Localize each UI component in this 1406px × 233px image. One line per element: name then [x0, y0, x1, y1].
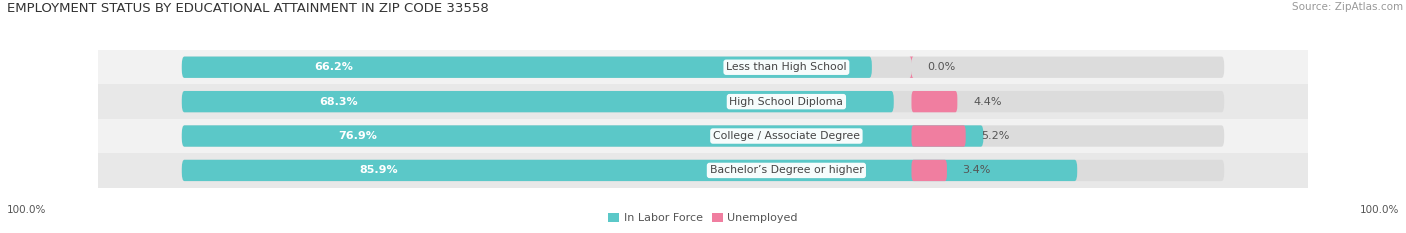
Text: College / Associate Degree: College / Associate Degree	[713, 131, 860, 141]
Text: 68.3%: 68.3%	[319, 97, 357, 107]
FancyBboxPatch shape	[911, 91, 957, 112]
Text: 100.0%: 100.0%	[7, 205, 46, 215]
Text: 85.9%: 85.9%	[360, 165, 398, 175]
FancyBboxPatch shape	[911, 125, 966, 147]
Text: 5.2%: 5.2%	[981, 131, 1010, 141]
Legend: In Labor Force, Unemployed: In Labor Force, Unemployed	[603, 208, 803, 227]
FancyBboxPatch shape	[911, 160, 946, 181]
FancyBboxPatch shape	[181, 91, 1225, 112]
Text: High School Diploma: High School Diploma	[730, 97, 844, 107]
Bar	[98, 153, 1308, 188]
Text: Less than High School: Less than High School	[725, 62, 846, 72]
FancyBboxPatch shape	[181, 160, 1225, 181]
Text: 3.4%: 3.4%	[963, 165, 991, 175]
Text: 100.0%: 100.0%	[1360, 205, 1399, 215]
FancyBboxPatch shape	[181, 125, 983, 147]
Text: 66.2%: 66.2%	[314, 62, 353, 72]
FancyBboxPatch shape	[181, 125, 1225, 147]
FancyBboxPatch shape	[181, 57, 872, 78]
Bar	[98, 50, 1308, 84]
Bar	[98, 119, 1308, 153]
Text: Source: ZipAtlas.com: Source: ZipAtlas.com	[1292, 2, 1403, 12]
FancyBboxPatch shape	[181, 160, 1077, 181]
Text: 4.4%: 4.4%	[973, 97, 1001, 107]
FancyBboxPatch shape	[181, 91, 894, 112]
Text: EMPLOYMENT STATUS BY EDUCATIONAL ATTAINMENT IN ZIP CODE 33558: EMPLOYMENT STATUS BY EDUCATIONAL ATTAINM…	[7, 2, 489, 15]
FancyBboxPatch shape	[910, 57, 914, 78]
FancyBboxPatch shape	[181, 57, 1225, 78]
Text: 76.9%: 76.9%	[339, 131, 378, 141]
Text: Bachelor’s Degree or higher: Bachelor’s Degree or higher	[710, 165, 863, 175]
Bar	[98, 84, 1308, 119]
Text: 0.0%: 0.0%	[927, 62, 955, 72]
